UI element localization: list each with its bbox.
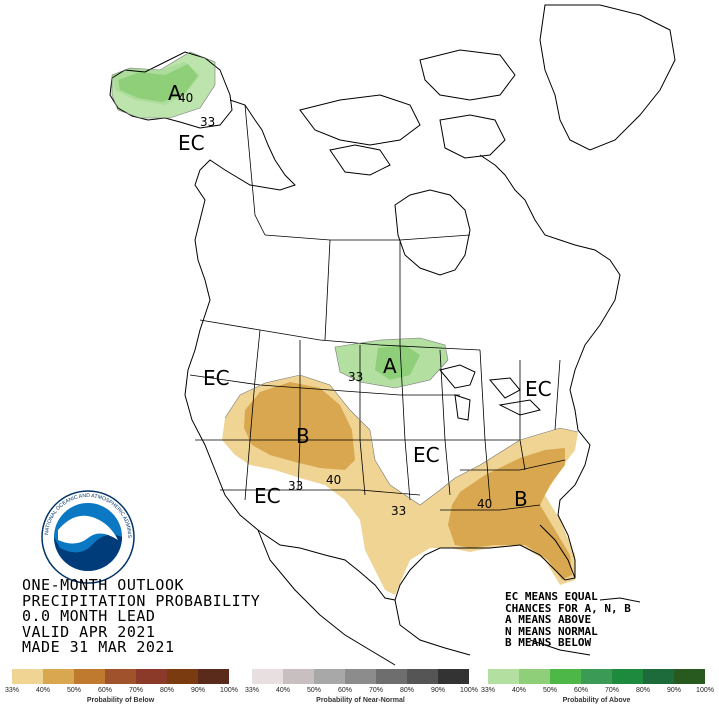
near-normal-scale-tick: 100% xyxy=(460,687,478,694)
near-normal-scale-swatch xyxy=(407,669,438,684)
land-outlines xyxy=(109,4,676,666)
rockies-40-label: 40 xyxy=(326,473,341,487)
rockies-below-40-region xyxy=(244,382,355,470)
below-scale-tick: 40% xyxy=(35,687,51,694)
above-scale-tick: 40% xyxy=(511,687,527,694)
midwest-33-label: 33 xyxy=(348,370,363,384)
legend-line-4: N MEANS NORMAL xyxy=(505,624,598,638)
above-scale-tick: 60% xyxy=(573,687,589,694)
near-normal-scale-bar xyxy=(252,669,469,684)
above-scale-tick: 50% xyxy=(542,687,558,694)
alaska-above-40-inner xyxy=(118,64,198,102)
above-scale-swatch xyxy=(612,669,643,684)
probability-contours xyxy=(111,51,579,506)
outlook-title-block: ONE-MONTH OUTLOOK PRECIPITATION PROBABIL… xyxy=(22,576,261,656)
near-normal-scale-swatch xyxy=(314,669,345,684)
southeast-b-label: B xyxy=(514,487,528,511)
alaska-a-label: A xyxy=(168,81,182,105)
above-scale-label: Probability of Above xyxy=(562,697,631,704)
east-ec-label: EC xyxy=(525,377,552,401)
below-scale-tick: 90% xyxy=(190,687,206,694)
above-scale-swatch xyxy=(674,669,705,684)
texas-33-label: 33 xyxy=(391,504,406,518)
ec-legend-block: EC MEANS EQUAL CHANCES FOR A, N, B A MEA… xyxy=(505,591,631,649)
rockies-33-label: 33 xyxy=(288,479,303,493)
legend-line-3: A MEANS ABOVE xyxy=(505,613,592,626)
near-normal-scale-tick: 90% xyxy=(430,687,446,694)
near-normal-scale-tick: 40% xyxy=(275,687,291,694)
above-scale-swatch xyxy=(519,669,550,684)
near-normal-scale-label: Probability of Near-Normal xyxy=(316,697,405,704)
above-scale-tick: 100% xyxy=(696,687,714,694)
below-scale-swatch xyxy=(198,669,229,684)
midwest-above-40-region xyxy=(375,345,420,380)
legend-line-1: EC MEANS EQUAL xyxy=(505,590,598,603)
below-scale-label: Probability of Below xyxy=(86,697,155,704)
title-line-4: VALID APR 2021 xyxy=(22,622,156,641)
below-scale-swatch xyxy=(167,669,198,684)
alaska-ec-label: EC xyxy=(178,131,205,155)
rockies-b-label: B xyxy=(296,424,310,448)
below-scale-tick: 80% xyxy=(159,687,175,694)
title-line-2: PRECIPITATION PROBABILITY xyxy=(22,591,261,610)
title-line-5: MADE 31 MAR 2021 xyxy=(22,638,175,656)
above-scale-swatch xyxy=(550,669,581,684)
below-scale-swatch xyxy=(74,669,105,684)
legend-line-2: CHANCES FOR A, N, B xyxy=(505,601,631,615)
below-scale-tick: 60% xyxy=(97,687,113,694)
title-line-1: ONE-MONTH OUTLOOK xyxy=(22,576,185,594)
below-scale-swatch xyxy=(43,669,74,684)
above-scale-swatch xyxy=(488,669,519,684)
below-scale-swatch xyxy=(105,669,136,684)
midwest-a-label: A xyxy=(383,354,397,378)
near-normal-scale-swatch xyxy=(252,669,283,684)
southeast-below-40-region xyxy=(448,448,572,580)
southeast-40-label: 40 xyxy=(477,497,492,511)
near-normal-scale-swatch xyxy=(345,669,376,684)
boundary-lines xyxy=(189,104,566,511)
below-scale-bar xyxy=(12,669,229,684)
alaska-40-label: 40 xyxy=(178,91,193,105)
below-scale-swatch xyxy=(136,669,167,684)
below-scale-tick: 50% xyxy=(66,687,82,694)
near-normal-scale-swatch xyxy=(438,669,469,684)
near-normal-scale-swatch xyxy=(283,669,314,684)
above-scale-tick: 80% xyxy=(635,687,651,694)
near-normal-scale-tick: 60% xyxy=(337,687,353,694)
below-scale-tick: 100% xyxy=(220,687,238,694)
legend-line-5: B MEANS BELOW xyxy=(505,636,592,649)
below-scale-swatch xyxy=(12,669,43,684)
southwest-ec-label: EC xyxy=(254,484,281,508)
below-scale-tick: 70% xyxy=(128,687,144,694)
above-scale-tick: 33% xyxy=(480,687,496,694)
above-scale-tick: 70% xyxy=(604,687,620,694)
near-normal-scale-tick: 50% xyxy=(306,687,322,694)
near-normal-scale-swatch xyxy=(376,669,407,684)
above-scale-bar xyxy=(488,669,705,684)
central-ec-label: EC xyxy=(413,443,440,467)
noaa-logo-text: NOAA xyxy=(75,520,102,530)
west-ec-label: EC xyxy=(203,366,230,390)
above-scale-swatch xyxy=(581,669,612,684)
alaska-33-label: 33 xyxy=(200,115,215,129)
near-normal-scale-tick: 33% xyxy=(244,687,260,694)
above-scale-tick: 90% xyxy=(666,687,682,694)
near-normal-scale-tick: 70% xyxy=(368,687,384,694)
above-scale-swatch xyxy=(643,669,674,684)
below-scale-tick: 33% xyxy=(4,687,20,694)
near-normal-scale-tick: 80% xyxy=(399,687,415,694)
title-line-3: 0.0 MONTH LEAD xyxy=(22,607,156,625)
